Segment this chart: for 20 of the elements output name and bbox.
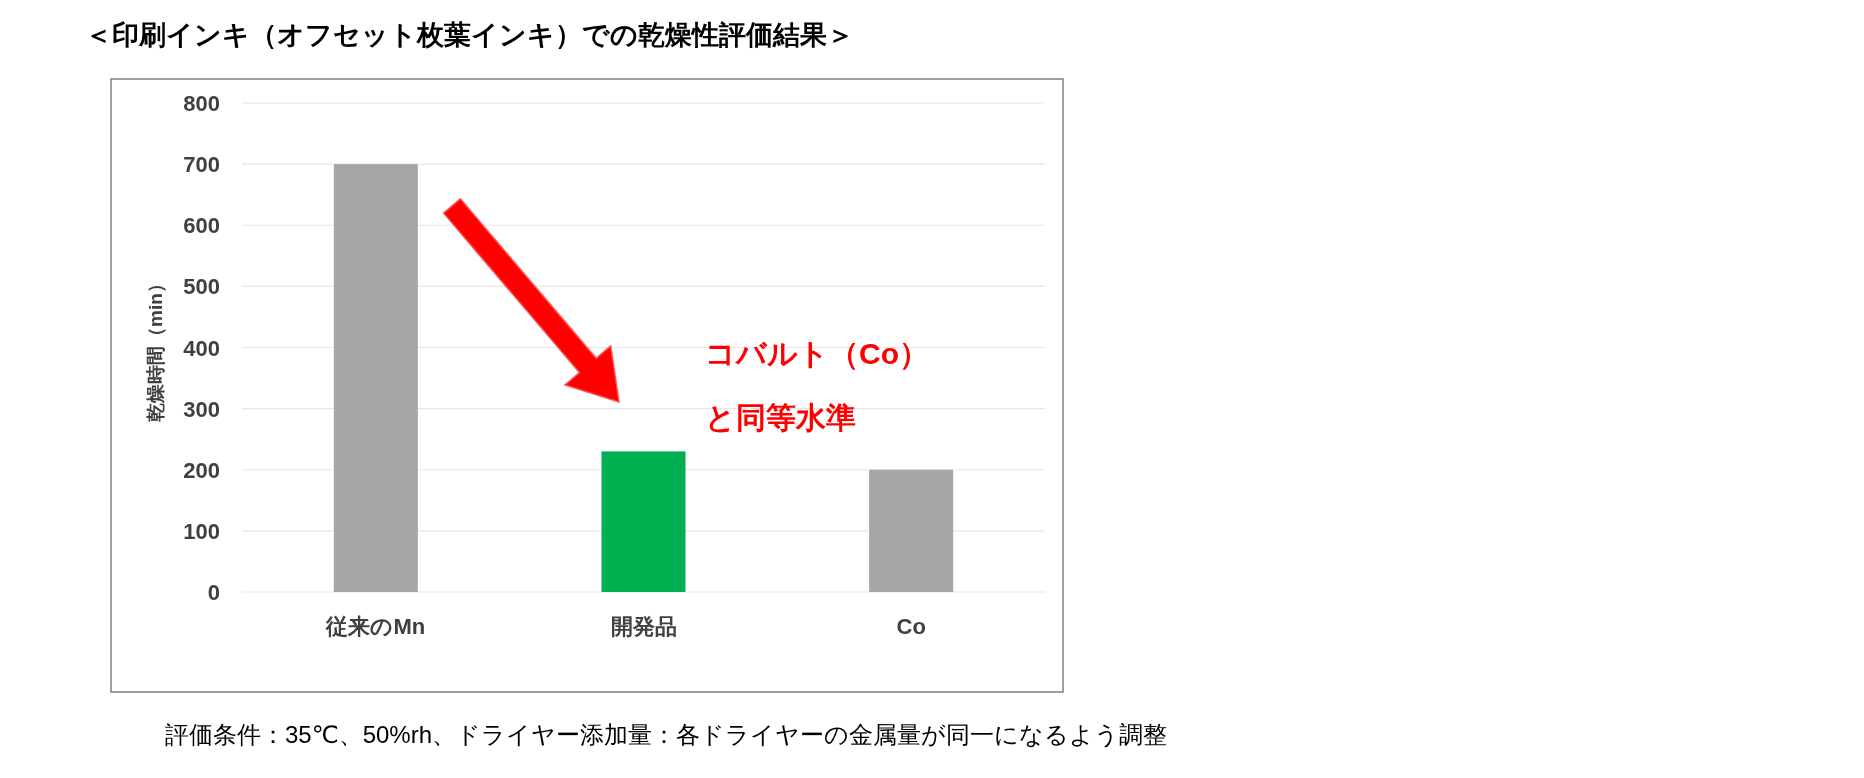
x-tick-label: 開発品 [610,614,677,639]
chart-title: ＜印刷インキ（オフセット枚葉インキ）での乾燥性評価結果＞ [85,20,854,50]
x-tick-label: 従来のMn [325,614,426,639]
y-tick-label: 0 [207,580,220,605]
y-tick-label: 400 [183,335,220,361]
bar [869,469,954,592]
y-tick-label: 700 [183,152,220,178]
y-axis-title: 乾燥時間（min） [145,274,166,422]
bar [601,451,686,592]
annotation: コバルト（Co） [705,337,929,370]
y-tick-label: 600 [183,213,220,239]
y-tick-label: 200 [183,457,220,483]
y-tick-label: 800 [183,91,220,116]
y-tick-label: 500 [183,274,220,300]
y-tick-label: 300 [183,396,220,422]
annotation: と同等水準 [705,401,856,434]
bar [333,164,418,592]
x-tick-label: Co [896,614,926,639]
y-tick-label: 100 [183,518,220,544]
text: 評価条件：35℃、50%rh、ドライヤー添加量：各ドライヤーの金属量が同一になるよう調整 [165,721,1168,748]
